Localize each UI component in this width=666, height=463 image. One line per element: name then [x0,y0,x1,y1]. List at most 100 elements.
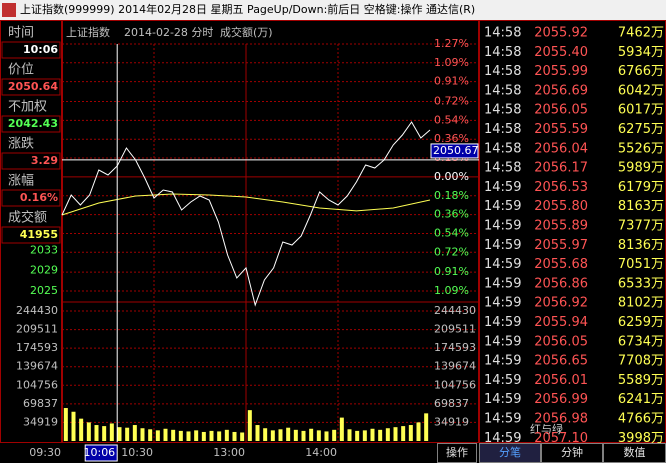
tab-label[interactable]: 分笔 [499,445,521,459]
volume-bar [339,417,344,441]
app-icon [2,3,16,17]
volume-bar [224,429,229,441]
row-volume: 3998万 [618,431,664,446]
row-price: 2055.92 [534,26,588,41]
chart-frame [62,20,479,443]
row-time: 14:59 [484,354,521,369]
row-volume: 5934万 [618,45,664,60]
volume-bar [148,429,153,441]
price-tick-label: 2025 [30,284,58,297]
info-label: 价位 [8,63,34,78]
info-value: 3.29 [31,154,58,167]
row-price: 2056.98 [534,412,588,427]
tab-label[interactable]: 分钟 [561,445,583,459]
pct-tick-label: 0.72% [434,95,469,108]
price-tick-label: 2029 [30,264,58,277]
volume-bar [332,429,337,441]
row-volume: 6275万 [618,122,664,137]
info-label: 涨跌 [8,136,34,152]
volume-bar [293,429,298,441]
volume-bar [125,427,130,441]
row-time: 14:59 [484,276,521,291]
row-price: 2056.53 [534,180,588,195]
volume-bar [416,422,421,441]
volume-bar [286,427,291,441]
info-value-box [1,152,61,170]
row-volume: 6766万 [618,64,664,79]
row-time: 14:59 [484,199,521,214]
volume-bar [347,429,352,441]
info-value-box [1,115,61,133]
row-time: 14:59 [484,296,521,311]
pct-tick-label: 1.27% [434,37,469,50]
row-time: 14:58 [484,64,521,79]
row-volume: 4766万 [618,412,664,427]
volume-bar [171,429,176,441]
info-label: 时间 [8,26,34,41]
volume-bar [86,422,91,441]
row-time: 14:59 [484,238,521,253]
tab-label[interactable]: 操作 [446,445,468,459]
volume-bar [316,430,321,441]
volume-bar [79,418,84,441]
cursor-time-box [84,444,118,462]
row-price: 2056.99 [534,392,588,407]
row-volume: 6533万 [618,276,664,291]
row-time: 14:58 [484,141,521,156]
volume-bar [71,411,76,441]
row-time: 14:59 [484,219,521,234]
row-volume: 7051万 [618,257,664,272]
title-text: 上证指数(999999) 2014年02月28日 星期五 PageUp/Down… [20,2,475,16]
row-time: 14:59 [484,431,521,446]
row-price: 2055.68 [534,257,588,272]
volume-bar [324,431,329,441]
pct-tick-label: 0.72% [434,245,469,258]
row-volume: 5526万 [618,141,664,156]
volume-bar [247,410,252,441]
row-volume: 6017万 [618,103,664,118]
row-volume: 5589万 [618,373,664,388]
volume-tick-label-right: 104756 [434,378,476,391]
volume-bar [186,431,191,441]
pct-tick-label: 0.18% [434,189,469,202]
row-price: 2056.69 [534,83,588,98]
pct-tick-label: 0.91% [434,75,469,88]
volume-bar [263,428,268,441]
title-bar [0,0,666,20]
pct-tick-label: 0.36% [434,208,469,221]
volume-tick-label-right: 69837 [434,397,469,410]
row-time: 14:58 [484,161,521,176]
tab-label[interactable]: 数值 [624,446,646,459]
pct-tick-label: 0.91% [434,265,469,278]
info-value-box [1,226,61,244]
row-time: 14:58 [484,122,521,137]
row-time: 14:59 [484,315,521,330]
volume-bar [393,427,398,441]
row-time: 14:59 [484,412,521,427]
pct-tick-label: 0.00% [434,170,469,183]
row-time: 14:59 [484,373,521,388]
volume-tick-label-right: 244430 [434,304,476,317]
info-value-box [1,41,61,59]
row-price: 2056.86 [534,276,588,291]
volume-bar [94,425,99,441]
volume-tick-label-left: 244430 [16,304,58,317]
row-volume: 8163万 [618,199,664,214]
volume-bar [370,428,375,441]
row-price: 2056.92 [534,296,588,311]
row-volume: 7462万 [618,26,664,41]
row-volume: 6259万 [618,315,664,330]
volume-bar [232,431,237,441]
row-price: 2055.94 [534,315,588,330]
volume-tick-label-right: 174593 [434,341,476,354]
info-value-box [1,78,61,96]
volume-tick-label-left: 209511 [16,323,58,336]
row-volume: 7377万 [618,219,664,234]
info-label: 成交额 [8,210,47,226]
info-label: 涨幅 [8,174,34,189]
info-value: 41955 [20,228,58,241]
volume-bar [117,427,122,441]
row-time: 14:59 [484,180,521,195]
row-time: 14:59 [484,334,521,349]
